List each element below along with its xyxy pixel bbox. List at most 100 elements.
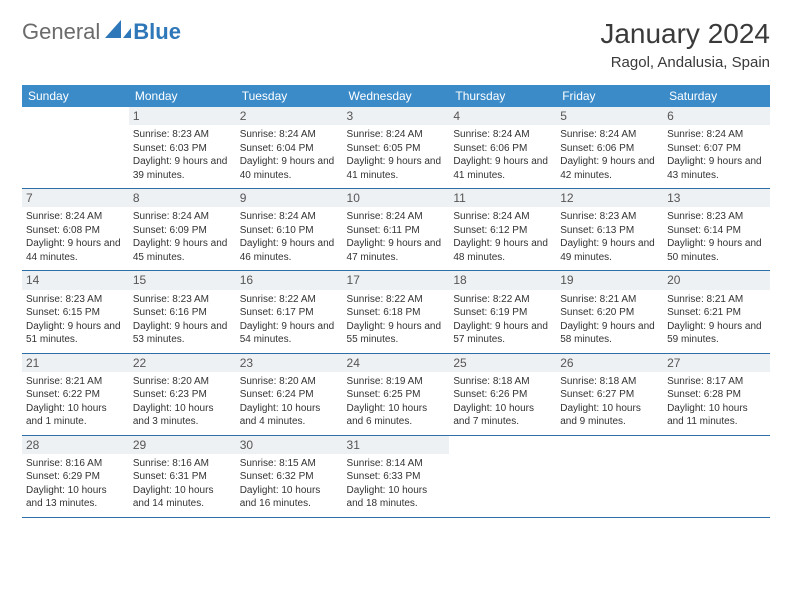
sunset-line: Sunset: 6:07 PM [667,142,766,156]
daylight-line: Daylight: 9 hours and 41 minutes. [453,155,552,182]
calendar-cell: 28Sunrise: 8:16 AMSunset: 6:29 PMDayligh… [22,435,129,517]
daylight-line: Daylight: 10 hours and 3 minutes. [133,402,232,429]
calendar-cell: 3Sunrise: 8:24 AMSunset: 6:05 PMDaylight… [343,107,450,189]
sunrise-line: Sunrise: 8:24 AM [453,210,552,224]
sunrise-line: Sunrise: 8:23 AM [26,293,125,307]
sunset-line: Sunset: 6:06 PM [560,142,659,156]
day-number: 15 [129,271,236,289]
calendar-cell: 16Sunrise: 8:22 AMSunset: 6:17 PMDayligh… [236,271,343,353]
daylight-line: Daylight: 9 hours and 51 minutes. [26,320,125,347]
calendar-cell: 2Sunrise: 8:24 AMSunset: 6:04 PMDaylight… [236,107,343,189]
daylight-line: Daylight: 9 hours and 39 minutes. [133,155,232,182]
sunrise-line: Sunrise: 8:14 AM [347,457,446,471]
calendar-cell: 12Sunrise: 8:23 AMSunset: 6:13 PMDayligh… [556,189,663,271]
sunset-line: Sunset: 6:33 PM [347,470,446,484]
sunset-line: Sunset: 6:04 PM [240,142,339,156]
calendar-cell: 10Sunrise: 8:24 AMSunset: 6:11 PMDayligh… [343,189,450,271]
brand-logo: General Blue [22,18,181,45]
calendar-cell: 31Sunrise: 8:14 AMSunset: 6:33 PMDayligh… [343,435,450,517]
daylight-line: Daylight: 10 hours and 9 minutes. [560,402,659,429]
calendar-cell: 14 Sunrise: 8:23 AMSunset: 6:15 PMDayligh… [22,271,129,353]
day-number: 16 [236,271,343,289]
sunset-line: Sunset: 6:21 PM [667,306,766,320]
day-of-week-header: Thursday [449,85,556,107]
sunset-line: Sunset: 6:15 PM [26,306,125,320]
daylight-line: Daylight: 9 hours and 54 minutes. [240,320,339,347]
sunset-line: Sunset: 6:26 PM [453,388,552,402]
day-number: 12 [556,189,663,207]
sunset-line: Sunset: 6:17 PM [240,306,339,320]
calendar-cell: 22Sunrise: 8:20 AMSunset: 6:23 PMDayligh… [129,353,236,435]
day-number: 28 [22,436,129,454]
sunrise-line: Sunrise: 8:24 AM [347,210,446,224]
sunrise-line: Sunrise: 8:17 AM [667,375,766,389]
day-number: 13 [663,189,770,207]
sunrise-line: Sunrise: 8:24 AM [560,128,659,142]
day-number: 6 [663,107,770,125]
calendar-header-row: SundayMondayTuesdayWednesdayThursdayFrid… [22,85,770,107]
daylight-line: Daylight: 9 hours and 41 minutes. [347,155,446,182]
daylight-line: Daylight: 9 hours and 42 minutes. [560,155,659,182]
calendar-cell: 6Sunrise: 8:24 AMSunset: 6:07 PMDaylight… [663,107,770,189]
sunset-line: Sunset: 6:29 PM [26,470,125,484]
day-number: 21 [22,354,129,372]
day-number: 30 [236,436,343,454]
day-number: 2 [236,107,343,125]
sunset-line: Sunset: 6:05 PM [347,142,446,156]
day-of-week-header: Saturday [663,85,770,107]
sunrise-line: Sunrise: 8:24 AM [347,128,446,142]
sunset-line: Sunset: 6:16 PM [133,306,232,320]
sunset-line: Sunset: 6:06 PM [453,142,552,156]
calendar-cell: 8Sunrise: 8:24 AMSunset: 6:09 PMDaylight… [129,189,236,271]
sunrise-line: Sunrise: 8:24 AM [453,128,552,142]
sunset-line: Sunset: 6:24 PM [240,388,339,402]
brand-part2: Blue [133,19,181,45]
daylight-line: Daylight: 10 hours and 11 minutes. [667,402,766,429]
day-number: 7 [22,189,129,207]
day-number: 22 [129,354,236,372]
calendar-body: 1Sunrise: 8:23 AMSunset: 6:03 PMDaylight… [22,107,770,517]
sunrise-line: Sunrise: 8:22 AM [347,293,446,307]
calendar-cell: 25Sunrise: 8:18 AMSunset: 6:26 PMDayligh… [449,353,556,435]
daylight-line: Daylight: 9 hours and 58 minutes. [560,320,659,347]
calendar-cell: 24Sunrise: 8:19 AMSunset: 6:25 PMDayligh… [343,353,450,435]
day-number: 18 [449,271,556,289]
calendar-cell: 23Sunrise: 8:20 AMSunset: 6:24 PMDayligh… [236,353,343,435]
title-block: January 2024 Ragol, Andalusia, Spain [600,18,770,71]
calendar-week-row: 14Sunrise: 8:23 AMSunset: 6:15 PMDayligh… [22,271,770,353]
calendar-week-row: 28Sunrise: 8:16 AMSunset: 6:29 PMDayligh… [22,435,770,517]
calendar-cell: 1Sunrise: 8:23 AMSunset: 6:03 PMDaylight… [129,107,236,189]
sunrise-line: Sunrise: 8:18 AM [453,375,552,389]
sunrise-line: Sunrise: 8:21 AM [26,375,125,389]
sunset-line: Sunset: 6:31 PM [133,470,232,484]
daylight-line: Daylight: 10 hours and 13 minutes. [26,484,125,511]
day-number: 29 [129,436,236,454]
sunset-line: Sunset: 6:03 PM [133,142,232,156]
sunrise-line: Sunrise: 8:23 AM [667,210,766,224]
calendar-week-row: 21Sunrise: 8:21 AMSunset: 6:22 PMDayligh… [22,353,770,435]
daylight-line: Daylight: 9 hours and 47 minutes. [347,237,446,264]
calendar-cell: 19Sunrise: 8:21 AMSunset: 6:20 PMDayligh… [556,271,663,353]
daylight-line: Daylight: 9 hours and 50 minutes. [667,237,766,264]
sunrise-line: Sunrise: 8:20 AM [133,375,232,389]
daylight-line: Daylight: 9 hours and 55 minutes. [347,320,446,347]
sunrise-line: Sunrise: 8:24 AM [133,210,232,224]
sunrise-line: Sunrise: 8:23 AM [133,128,232,142]
calendar-week-row: 7Sunrise: 8:24 AMSunset: 6:08 PMDaylight… [22,189,770,271]
sunrise-line: Sunrise: 8:21 AM [667,293,766,307]
daylight-line: Daylight: 9 hours and 53 minutes. [133,320,232,347]
sunset-line: Sunset: 6:09 PM [133,224,232,238]
day-number: 27 [663,354,770,372]
calendar-cell: 4Sunrise: 8:24 AMSunset: 6:06 PMDaylight… [449,107,556,189]
location-subtitle: Ragol, Andalusia, Spain [600,54,770,71]
day-number: 14 [22,271,129,289]
calendar-cell: 13 Sunrise: 8:23 AMSunset: 6:14 PMDayligh… [663,189,770,271]
page-header: General Blue January 2024 Ragol, Andalus… [22,18,770,71]
sunset-line: Sunset: 6:14 PM [667,224,766,238]
calendar-cell: 29Sunrise: 8:16 AMSunset: 6:31 PMDayligh… [129,435,236,517]
daylight-line: Daylight: 9 hours and 44 minutes. [26,237,125,264]
calendar-cell: 20Sunrise: 8:21 AMSunset: 6:21 PMDayligh… [663,271,770,353]
daylight-line: Daylight: 9 hours and 59 minutes. [667,320,766,347]
calendar-cell [663,435,770,517]
sunrise-line: Sunrise: 8:22 AM [453,293,552,307]
